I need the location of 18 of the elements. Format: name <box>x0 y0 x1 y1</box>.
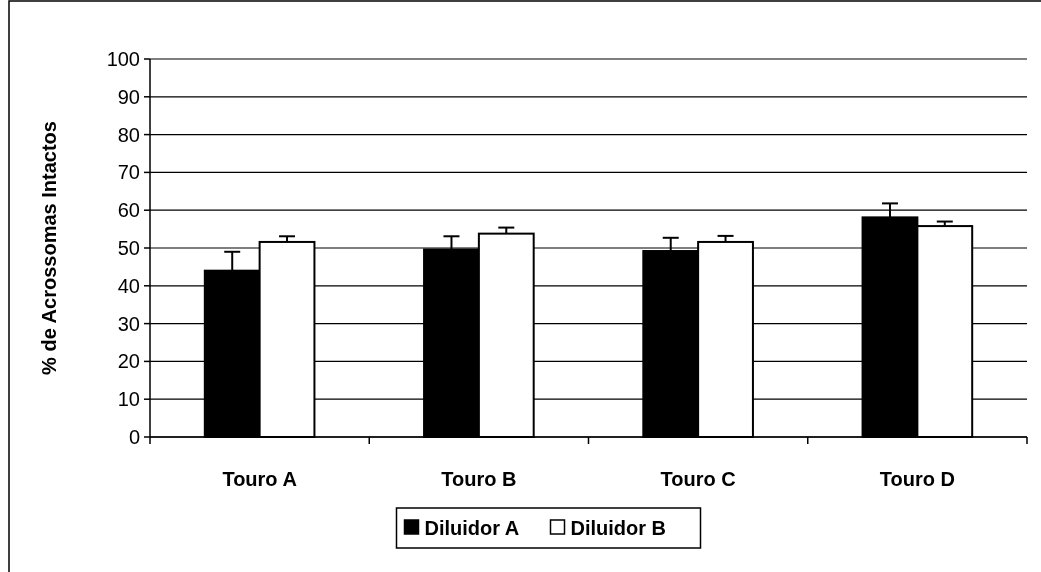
y-tick-label: 20 <box>117 350 140 373</box>
legend-label: Diluidor A <box>424 517 520 539</box>
x-tick-label: Touro A <box>222 468 297 490</box>
x-tick-label: Touro D <box>879 468 955 490</box>
y-tick-label: 50 <box>117 237 140 259</box>
y-tick-label: 80 <box>117 123 140 146</box>
y-tick-label: 30 <box>117 312 140 335</box>
y-tick-label: 40 <box>117 274 140 297</box>
y-tick-label: 70 <box>117 161 140 184</box>
legend-label: Diluidor B <box>570 517 667 539</box>
y-tick-label: 90 <box>117 85 140 108</box>
x-tick-label: Touro C <box>660 468 736 490</box>
y-tick-label: 0 <box>128 426 140 448</box>
y-tick-label: 10 <box>117 388 140 411</box>
y-axis-title: % de Acrossomas Intactos <box>38 121 60 375</box>
y-tick-label: 100 <box>106 48 140 70</box>
x-tick-label: Touro B <box>441 468 517 490</box>
y-tick-label: 60 <box>117 199 140 222</box>
